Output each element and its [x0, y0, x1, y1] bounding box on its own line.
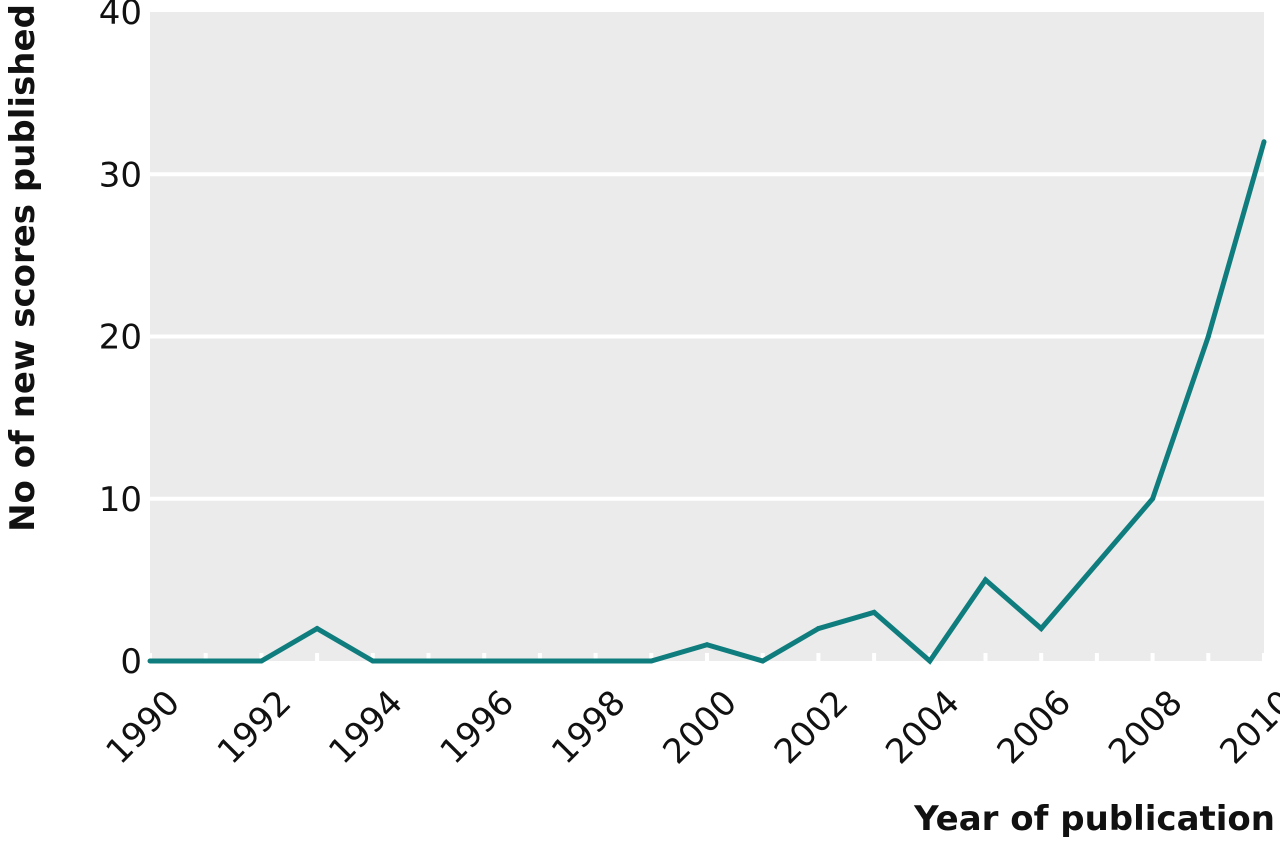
x-tick-label: 2002 [767, 683, 856, 772]
y-tick-label: 10 [99, 480, 142, 520]
data-point [1205, 334, 1211, 339]
data-point [1094, 561, 1100, 567]
data-point [871, 609, 877, 615]
data-point [927, 658, 933, 664]
x-tick-label: 2008 [1101, 683, 1190, 772]
y-tick-label: 20 [99, 318, 142, 358]
x-tick-label: 2004 [878, 683, 967, 772]
x-tick-label: 2006 [990, 683, 1079, 772]
data-point [1150, 496, 1156, 502]
data-point [1261, 139, 1267, 145]
data-point [983, 577, 988, 583]
y-tick-label: 0 [120, 642, 142, 682]
data-point [258, 658, 264, 664]
data-point [370, 658, 376, 664]
x-axis-title: Year of publication [913, 799, 1275, 839]
data-point [815, 626, 821, 632]
data-point [481, 658, 487, 664]
y-tick-label: 30 [99, 155, 142, 195]
y-tick-label: 40 [99, 0, 142, 33]
x-tick-label: 1998 [544, 683, 633, 772]
data-point [704, 642, 710, 648]
x-tick-label: 1990 [98, 683, 187, 772]
data-point [593, 658, 599, 664]
x-tick-label: 1994 [321, 683, 410, 772]
data-point [203, 658, 209, 664]
y-axis-title: No of new scores published [3, 4, 43, 532]
data-point [147, 658, 153, 664]
data-point [1038, 626, 1044, 632]
x-tick-label: 2010 [1212, 683, 1280, 772]
data-point [760, 658, 766, 664]
data-point [314, 626, 320, 632]
data-point [426, 658, 431, 664]
x-tick-label: 2000 [655, 683, 744, 772]
x-tick-label: 1996 [433, 683, 522, 772]
x-tick-label: 1992 [210, 683, 299, 772]
data-point [648, 658, 654, 664]
data-point [537, 658, 543, 664]
